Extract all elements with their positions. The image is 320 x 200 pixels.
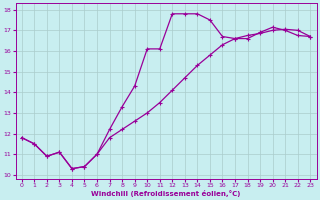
X-axis label: Windchill (Refroidissement éolien,°C): Windchill (Refroidissement éolien,°C)	[91, 190, 241, 197]
